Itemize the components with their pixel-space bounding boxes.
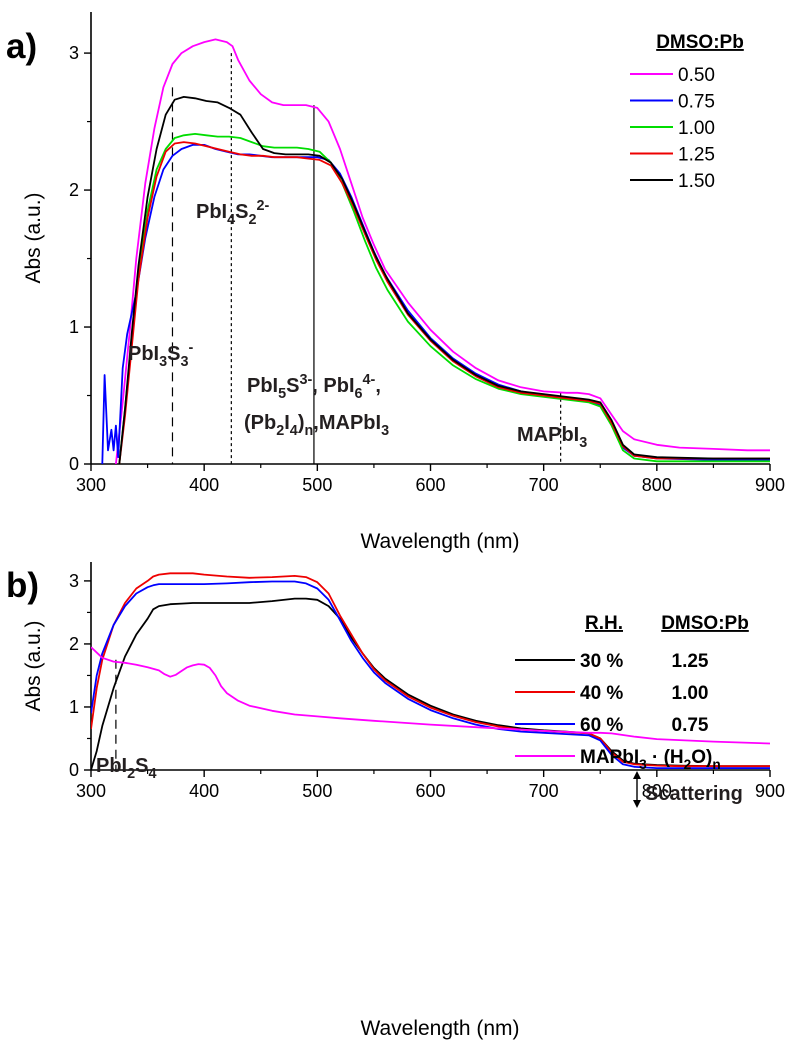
arrow-up-icon (633, 771, 641, 779)
legend-entry-dmso: 1.25 (672, 651, 709, 672)
x-tick-label: 900 (755, 781, 785, 801)
annotation-label: PbI5S3-, PbI64-, (247, 372, 381, 402)
annotation-label: PbI2S4 (96, 755, 157, 782)
y-tick-label: 1 (69, 697, 79, 717)
x-tick-label: 300 (76, 475, 106, 495)
legend-entry-dmso: 1.00 (672, 683, 709, 704)
series-line-3 (118, 141, 770, 464)
x-tick-label: 900 (755, 475, 785, 495)
series-line-4 (118, 96, 770, 464)
annotation-label: PbI3S3- (128, 340, 194, 370)
legend-entry-label: 1.50 (678, 171, 715, 192)
series-line-2 (91, 580, 770, 769)
legend-header: DMSO:Pb (661, 613, 749, 634)
x-tick-label: 400 (189, 475, 219, 495)
y-tick-label: 0 (69, 760, 79, 780)
y-tick-label: 2 (69, 634, 79, 654)
panel-label: a) (6, 27, 37, 66)
x-tick-label: 700 (529, 781, 559, 801)
series-line-1 (91, 572, 770, 768)
y-tick-label: 3 (69, 43, 79, 63)
x-tick-label: 600 (415, 475, 445, 495)
annotation-label: Scattering (645, 783, 743, 805)
y-tick-label: 0 (69, 454, 79, 474)
series-line-1 (101, 143, 770, 464)
legend-header: R.H. (585, 613, 623, 634)
legend: R.H. DMSO:Pb 30 % 1.25 40 % 1.00 60 % 0.75 MAPbI… (515, 613, 749, 772)
x-axis-title: Wavelength (nm) (360, 530, 519, 553)
series-line-0 (115, 38, 770, 464)
x-tick-label: 800 (642, 781, 672, 801)
x-tick-label: 700 (529, 475, 559, 495)
legend-entry-label: MAPbI3 · (H2O)n (580, 747, 721, 772)
legend-entry-label: 40 % (580, 683, 623, 704)
legend-entry-label: 60 % (580, 715, 623, 736)
x-tick-label: 300 (76, 781, 106, 801)
annotation-label: PbI4S22- (196, 198, 270, 228)
legend: DMSO:Pb 0.50 0.75 1.00 1.25 1.50 (630, 32, 744, 192)
legend-entry-label: 1.00 (678, 118, 715, 139)
legend-entry-label: 30 % (580, 651, 623, 672)
x-tick-label: 600 (415, 781, 445, 801)
legend-entry-dmso: 0.75 (672, 715, 709, 736)
x-tick-label: 800 (642, 475, 672, 495)
x-tick-label: 400 (189, 781, 219, 801)
plot-area (91, 572, 770, 770)
series-line-2 (118, 132, 770, 464)
plot-area (101, 38, 770, 464)
annotation-label: MAPbI3 (517, 424, 587, 451)
series-line-3 (91, 646, 770, 745)
legend-title: DMSO:Pb (656, 32, 744, 53)
y-tick-label: 3 (69, 571, 79, 591)
x-axis-title: Wavelength (nm) (360, 1017, 519, 1040)
legend-entry-label: 0.50 (678, 65, 715, 86)
panel-b: 300 400 500 600 700 800 900 0 1 2 3 Wavelength (nm)… (6, 562, 785, 1040)
x-tick-label: 500 (302, 781, 332, 801)
legend-entry-label: 0.75 (678, 92, 715, 113)
y-axis-title: Abs (a.u.) (22, 192, 45, 283)
x-tick-label: 500 (302, 475, 332, 495)
y-axis-title: Abs (a.u.) (22, 620, 45, 711)
panel-a: 300 400 500 600 700 800 900 0 1 2 3 Wavelength (nm)… (6, 12, 785, 553)
legend-entry-label: 1.25 (678, 145, 715, 166)
y-tick-label: 1 (69, 317, 79, 337)
annotation-label: (Pb2I4)n,MAPbI3 (244, 412, 389, 439)
arrow-down-icon (633, 800, 641, 808)
y-tick-label: 2 (69, 180, 79, 200)
panel-label: b) (6, 566, 39, 605)
